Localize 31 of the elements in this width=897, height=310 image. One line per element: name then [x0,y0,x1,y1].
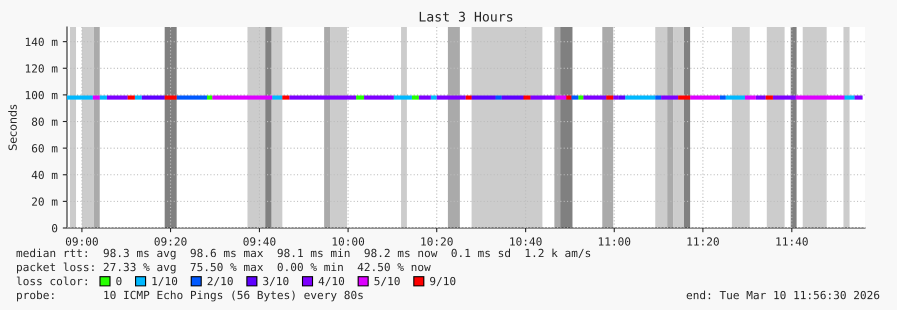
text: end: Tue Mar 10 11:56:30 2026 [686,290,880,300]
y-tick-label: 20 m [32,197,58,206]
legend-label: 9/10 [430,276,456,286]
y-tick-label: 60 m [32,144,58,153]
y-tick-label: 120 m [26,64,58,73]
y-tick-label: 40 m [32,170,58,180]
legend-label: 2/10 [208,276,233,286]
x-tick-label: 10:40 [510,237,542,246]
y-tick-label: 140 m [26,38,58,46]
x-tick-label: 10:20 [421,237,453,246]
legend-label: 0 [116,276,122,286]
y-tick-label: 80 m [32,118,58,126]
y-tick-label: 100 m [26,90,58,100]
text: probe: 10 ICMP Echo Pings (56 Bytes) every 80s [17,290,363,302]
text: median rtt: 98.3 ms avg 98.6 ms max 98.1 ms min 98.2 ms now 0.1 ms sd 1.2 k am/s [16,248,590,260]
x-tick-label: 11:20 [688,237,719,246]
legend-label: 3/10 [263,276,288,286]
x-tick-label: 09:40 [243,237,276,246]
y-tick-label: 0 [52,224,58,232]
x-tick-label: 09:20 [154,237,187,246]
x-tick-label: 09:00 [66,237,98,246]
legend-label: 1/10 [152,276,178,286]
chart-title: Last 3 Hours [420,12,512,22]
x-tick-label: 11:40 [776,237,808,246]
x-tick-label: 10:00 [332,237,364,246]
legend-label: 4/10 [318,276,344,286]
legend-title: loss color: [16,276,87,286]
y-axis-title: Seconds [8,104,17,150]
legend-label: 5/10 [374,276,400,286]
x-tick-label: 11:00 [598,237,630,246]
text: packet loss: 27.33 % avg 75.50 % max 0.00 % min 42.50 % now [17,262,431,274]
